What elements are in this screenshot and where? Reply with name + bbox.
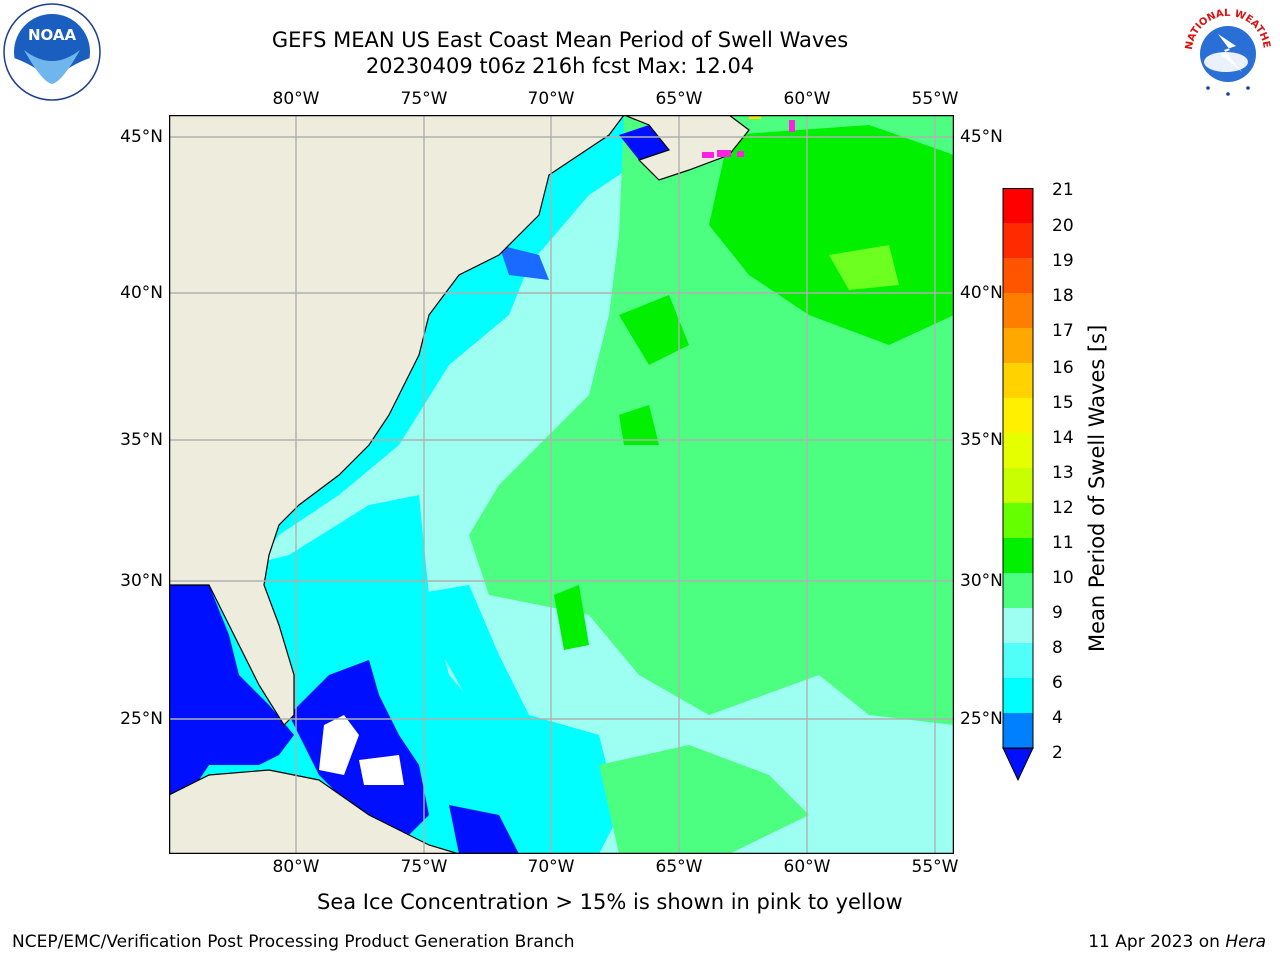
lon-tick-bottom-60w: 60°W: [783, 857, 831, 877]
footer-date-text: 11 Apr 2023 on: [1088, 932, 1226, 952]
sea-ice-2: [717, 150, 731, 157]
blue-caribbean: [449, 805, 519, 854]
bright-green-patch-1: [619, 295, 689, 365]
footer-date: 11 Apr 2023 on Hera: [1088, 932, 1266, 952]
colorbar-tick-6: 6: [1052, 673, 1063, 693]
colorbar-tick-11: 11: [1052, 533, 1074, 553]
lon-tick-bottom-70w: 70°W: [527, 857, 575, 877]
blue-bahamas: [289, 660, 429, 835]
blue-gulf-of-maine: [619, 125, 669, 160]
footer-credit: NCEP/EMC/Verification Post Processing Pr…: [12, 932, 575, 952]
lon-tick-top-75w: 75°W: [400, 89, 448, 109]
bright-green-patch-3: [554, 585, 589, 650]
colorbar: [1002, 188, 1036, 784]
colorbar-tick-21: 21: [1052, 180, 1074, 200]
lon-tick-top-60w: 60°W: [783, 89, 831, 109]
colorbar-tick-13: 13: [1052, 463, 1074, 483]
colorbar-tick-14: 14: [1052, 428, 1074, 448]
colorbar-tick-19: 19: [1052, 251, 1074, 271]
lat-tick-right-30n: 30°N: [960, 571, 1003, 591]
lon-tick-top-65w: 65°W: [655, 89, 703, 109]
footer-host: Hera: [1225, 932, 1266, 952]
noaa-logo: NOAA: [2, 2, 102, 102]
lon-tick-bottom-80w: 80°W: [272, 857, 320, 877]
bright-green-patch-2: [619, 405, 659, 445]
graticule: [169, 115, 954, 854]
colorbar-tick-16: 16: [1052, 358, 1074, 378]
bahamas-mask-2: [359, 755, 404, 785]
colorbar-tick-9: 9: [1052, 603, 1063, 623]
map-panel: [168, 114, 955, 855]
colorbar-tick-2: 2: [1052, 743, 1063, 763]
colorbar-tick-12: 12: [1052, 498, 1074, 518]
green-region-south: [599, 745, 809, 854]
sea-ice-1: [702, 152, 714, 158]
land-cuba: [169, 769, 460, 854]
land-us: [169, 115, 625, 726]
map-title: GEFS MEAN US East Coast Mean Period of S…: [160, 27, 960, 79]
colorbar-tick-20: 20: [1052, 216, 1074, 236]
blue-gulf: [169, 585, 294, 805]
bahamas-mask-1: [319, 715, 359, 775]
bright-green-patch-4: [829, 245, 899, 290]
lon-tick-top-55w: 55°W: [911, 89, 959, 109]
colorbar-tick-10: 10: [1052, 568, 1074, 588]
bright-green-north: [709, 125, 954, 345]
lon-tick-bottom-65w: 65°W: [655, 857, 703, 877]
lat-tick-right-35n: 35°N: [960, 430, 1003, 450]
lat-tick-left-45n: 45°N: [120, 127, 163, 147]
colorbar-label: Mean Period of Swell Waves [s]: [1085, 324, 1109, 652]
colorbar-tick-8: 8: [1052, 638, 1063, 658]
sea-ice-3: [737, 151, 744, 157]
sea-ice-4: [789, 120, 795, 132]
map-frame: [168, 114, 955, 855]
lat-tick-left-35n: 35°N: [120, 430, 163, 450]
swell-period-map: [168, 114, 955, 855]
noaa-logo-text: NOAA: [28, 26, 77, 44]
lat-tick-right-40n: 40°N: [960, 283, 1003, 303]
blue-nyc-bight: [499, 245, 549, 280]
sea-ice-5: [749, 115, 761, 119]
lon-tick-bottom-75w: 75°W: [400, 857, 448, 877]
lat-tick-left-40n: 40°N: [120, 283, 163, 303]
colorbar-tick-18: 18: [1052, 286, 1074, 306]
title-line-1: GEFS MEAN US East Coast Mean Period of S…: [271, 28, 849, 52]
lat-tick-left-25n: 25°N: [120, 709, 163, 729]
lon-tick-top-80w: 80°W: [272, 89, 320, 109]
lat-tick-left-30n: 30°N: [120, 571, 163, 591]
colorbar-tick-4: 4: [1052, 708, 1063, 728]
lat-tick-right-45n: 45°N: [960, 127, 1003, 147]
nws-logo: NATIONAL WEATHER SERVICE: [1174, 0, 1278, 102]
colorbar-tick-15: 15: [1052, 393, 1074, 413]
lon-tick-bottom-55w: 55°W: [911, 857, 959, 877]
colorbar-tick-17: 17: [1052, 321, 1074, 341]
lon-tick-top-70w: 70°W: [527, 89, 575, 109]
lat-tick-right-25n: 25°N: [960, 709, 1003, 729]
title-line-2: 20230409 t06z 216h fcst Max: 12.04: [365, 54, 755, 78]
sea-ice-note: Sea Ice Concentration > 15% is shown in …: [317, 890, 903, 914]
